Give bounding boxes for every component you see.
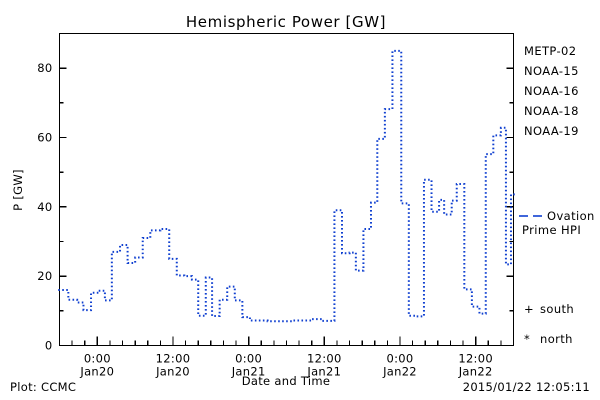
y-tick-label: 20 <box>37 269 52 283</box>
x-tick-label-time: 12:00 <box>307 352 342 366</box>
legend-model-entry: Ovation Prime HPI <box>519 209 595 237</box>
y-tick-label: 60 <box>37 131 52 145</box>
y-tick-label: 40 <box>37 200 52 214</box>
y-axis-ticks <box>59 32 514 347</box>
y-axis-label: P [GW] <box>11 169 25 211</box>
x-tick-label-time: 0:00 <box>386 352 413 366</box>
x-tick-label-date: Jan22 <box>458 365 493 379</box>
legend-satellite-metp-02: METP-02 <box>524 44 576 58</box>
legend-satellite-noaa-15: NOAA-15 <box>524 64 579 78</box>
x-axis-label: Date and Time <box>242 374 330 388</box>
x-axis-tick-labels: 0:00Jan2012:00Jan200:00Jan2112:00Jan210:… <box>79 352 493 379</box>
legend-ovation-line1: Ovation <box>547 209 595 223</box>
legend-marker-label-north: north <box>540 332 573 346</box>
y-tick-label: 80 <box>37 61 52 75</box>
legend-marker-label-south: south <box>540 302 574 316</box>
legend-satellite-noaa-18: NOAA-18 <box>524 104 579 118</box>
legend-marker-symbol-north: * <box>524 332 530 346</box>
legend-satellite-noaa-19: NOAA-19 <box>524 124 579 138</box>
x-tick-label-date: Jan20 <box>79 365 114 379</box>
plot-credit: Plot: CCMC <box>10 380 76 394</box>
legend-marker-symbol-south: + <box>524 302 534 316</box>
y-tick-label: 0 <box>45 339 53 353</box>
x-tick-label-time: 0:00 <box>235 352 262 366</box>
x-tick-label-date: Jan21 <box>306 365 341 379</box>
legend-satellite-noaa-16: NOAA-16 <box>524 84 579 98</box>
generation-timestamp: 2015/01/22 12:05:11 <box>463 380 590 394</box>
x-tick-label-date: Jan21 <box>231 365 266 379</box>
x-tick-label-date: Jan22 <box>382 365 417 379</box>
x-tick-label-time: 12:00 <box>156 352 191 366</box>
legend-satellites: METP-02 NOAA-15 NOAA-16 NOAA-18 NOAA-19 <box>524 44 579 138</box>
page-title: Hemispheric Power [GW] <box>186 13 386 31</box>
y-axis-tick-labels: 0 20 40 60 80 <box>37 61 52 352</box>
x-tick-label-time: 12:00 <box>458 352 493 366</box>
legend-hemisphere-markers: + south * north <box>524 302 574 346</box>
x-tick-label-date: Jan20 <box>155 365 190 379</box>
x-axis-major-ticks <box>96 336 477 346</box>
x-tick-label-time: 0:00 <box>84 352 111 366</box>
legend-ovation-line2: Prime HPI <box>522 223 581 237</box>
